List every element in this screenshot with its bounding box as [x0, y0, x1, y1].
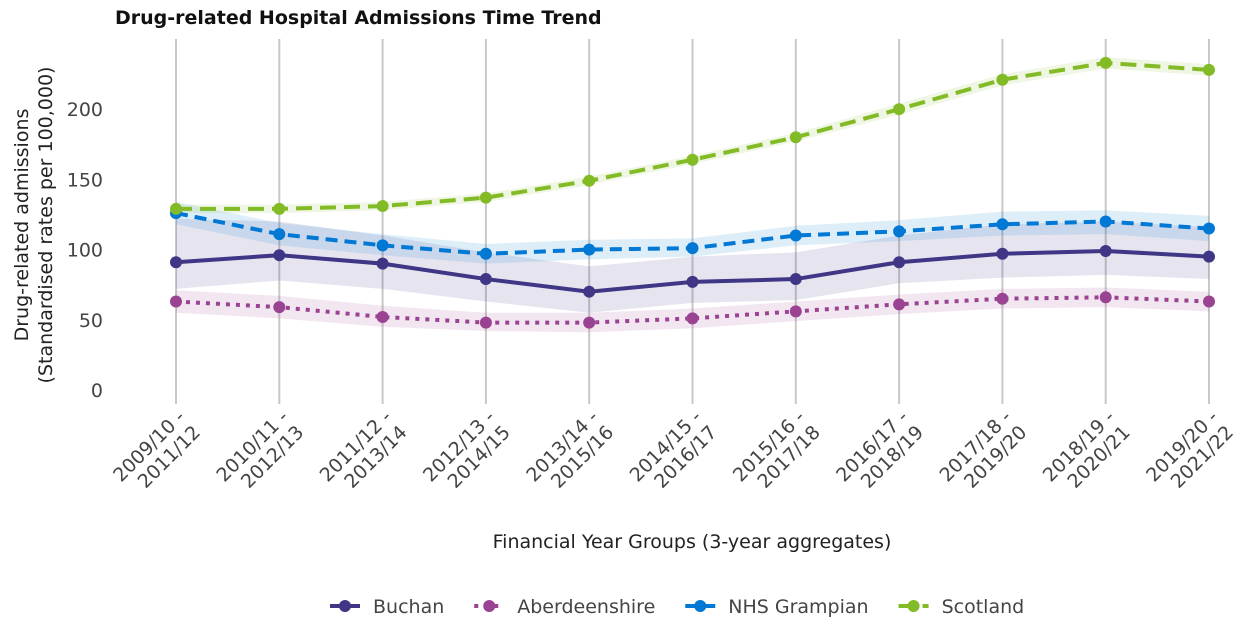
marker: [893, 298, 906, 311]
legend-label: NHS Grampian: [728, 596, 868, 618]
marker: [273, 202, 286, 215]
marker: [1203, 250, 1215, 263]
y-tick-label: 100: [67, 240, 103, 262]
marker: [376, 200, 389, 213]
y-tick-label: 150: [67, 169, 103, 191]
marker: [1203, 222, 1215, 235]
marker: [996, 73, 1009, 86]
marker: [1099, 215, 1112, 228]
marker: [273, 249, 286, 262]
marker: [479, 273, 492, 286]
marker: [996, 247, 1009, 260]
y-tick-label: 50: [79, 310, 103, 332]
marker: [376, 239, 389, 252]
x-tick-label: 2013/14 -2015/16: [522, 406, 618, 502]
marker: [789, 131, 802, 144]
confidence-band: [176, 287, 1209, 333]
x-axis-title: Financial Year Groups (3-year aggregates…: [493, 531, 892, 553]
legend-symbol: [483, 600, 496, 612]
legend-label: Aberdeenshire: [517, 596, 655, 618]
x-tick-label: 2014/15 -2016/17: [626, 406, 722, 502]
chart-title: Drug-related Hospital Admissions Time Tr…: [115, 7, 602, 29]
x-tick-label: 2019/20 -2021/22: [1142, 406, 1238, 502]
marker: [996, 218, 1009, 231]
marker: [273, 228, 286, 241]
confidence-band: [176, 57, 1209, 214]
marker: [686, 275, 699, 288]
marker: [1099, 291, 1112, 304]
marker: [686, 153, 699, 166]
y-tick-label: 200: [67, 99, 103, 121]
y-axis-title: (Standardised rates per 100,000): [35, 67, 57, 384]
marker: [893, 103, 906, 116]
marker: [273, 301, 286, 314]
line: [176, 60, 1210, 211]
confidence-band: [176, 218, 1209, 313]
marker: [1203, 63, 1215, 76]
marker: [170, 202, 182, 215]
marker: [583, 316, 596, 329]
x-tick-label: 2011/12 -2013/14: [316, 406, 412, 502]
marker: [1099, 56, 1112, 69]
x-tick-label: 2017/18 -2019/20: [935, 406, 1031, 502]
line: [175, 295, 1210, 325]
marker: [789, 273, 802, 286]
y-tick-label: 0: [91, 380, 103, 402]
x-tick-label: 2018/19 -2020/21: [1039, 406, 1135, 502]
marker: [996, 292, 1009, 305]
x-tick-label: 2012/13 -2014/15: [419, 406, 515, 502]
legend-label: Buchan: [373, 596, 444, 618]
x-tick-label: 2016/17 -2018/19: [832, 406, 928, 502]
legend-symbol: [694, 600, 707, 612]
marker: [170, 256, 182, 269]
x-tick-label: 2010/11 -2012/13: [212, 406, 308, 502]
y-axis-title: Drug-related admissions: [11, 109, 33, 342]
marker: [1099, 244, 1112, 257]
marker: [583, 243, 596, 256]
marker: [583, 174, 596, 187]
legend-symbol: [339, 600, 351, 612]
marker: [893, 225, 906, 238]
marker: [1203, 295, 1215, 308]
marker: [479, 191, 492, 204]
marker: [170, 295, 182, 308]
marker: [376, 257, 389, 270]
marker: [686, 242, 699, 255]
marker: [479, 316, 492, 329]
legend-label: Scotland: [942, 596, 1025, 618]
x-tick-label: 2009/10 -2011/12: [109, 406, 205, 502]
x-tick-label: 2015/16 -2017/18: [729, 406, 825, 502]
marker: [479, 247, 492, 260]
marker: [789, 229, 802, 242]
marker: [686, 312, 699, 325]
marker: [789, 305, 802, 318]
marker: [583, 285, 596, 298]
marker: [893, 256, 906, 269]
marker: [376, 310, 389, 323]
confidence-band: [176, 201, 1209, 264]
legend-symbol: [907, 600, 920, 612]
